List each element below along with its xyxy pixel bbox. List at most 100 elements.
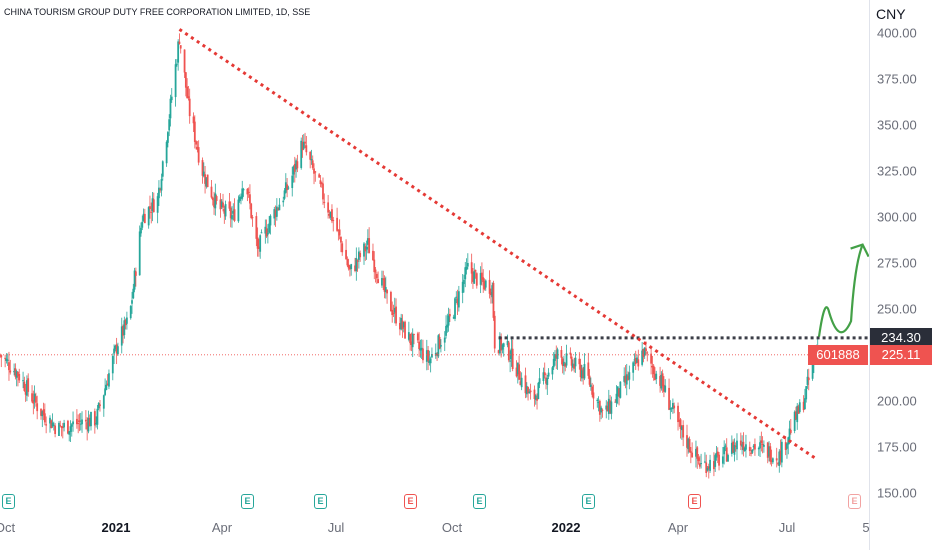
earnings-marker-icon[interactable]: E xyxy=(314,494,327,509)
candle-body xyxy=(555,354,558,359)
earnings-marker-icon[interactable]: E xyxy=(404,494,417,509)
candle-body xyxy=(516,362,519,375)
currency-label[interactable]: CNY xyxy=(876,6,906,22)
candle-body xyxy=(13,370,15,373)
candlestick-series xyxy=(0,33,819,479)
candle-body xyxy=(202,171,205,177)
price-tick-label: 200.00 xyxy=(877,393,917,409)
earnings-marker-icon[interactable]: E xyxy=(688,494,701,509)
candle-body xyxy=(447,315,450,326)
candle-body xyxy=(150,211,153,213)
candle-body xyxy=(268,223,271,233)
candle-body xyxy=(457,291,460,308)
candle-body xyxy=(718,454,720,466)
candle-body xyxy=(805,386,808,400)
candle-body xyxy=(443,337,446,343)
candle-body xyxy=(760,440,763,443)
earnings-marker-icon[interactable]: E xyxy=(2,494,15,509)
candle-body xyxy=(391,309,394,316)
candle-body xyxy=(569,352,572,355)
candle-body xyxy=(591,386,594,395)
candle-body xyxy=(618,388,620,397)
candle-body xyxy=(368,238,371,254)
candle-body xyxy=(196,146,199,150)
candle-body xyxy=(515,367,518,377)
candle-body xyxy=(120,326,123,346)
candle-body xyxy=(739,440,742,446)
candle-body xyxy=(633,359,636,361)
candle-body xyxy=(134,271,137,276)
candle-body xyxy=(97,403,100,409)
symbol-tag: 601888 xyxy=(808,344,868,365)
candle-body xyxy=(242,188,245,191)
candle-body xyxy=(806,376,809,385)
candle-body xyxy=(438,336,441,349)
candle-body xyxy=(31,393,33,402)
candle-body xyxy=(78,420,81,422)
candle-body xyxy=(5,358,8,361)
candle-body xyxy=(313,168,315,174)
candle-body xyxy=(759,442,761,449)
price-tick-label: 325.00 xyxy=(877,163,917,179)
candle-body xyxy=(246,188,249,195)
candle-body xyxy=(328,213,331,216)
candle-body xyxy=(606,405,609,412)
candle-body xyxy=(556,349,559,359)
candle-body xyxy=(454,298,456,319)
candle-body xyxy=(778,451,781,466)
candle-body xyxy=(99,404,101,407)
candle-body xyxy=(363,243,365,257)
candle-body xyxy=(437,335,440,357)
candle-body xyxy=(204,174,206,184)
candle-body xyxy=(587,362,590,376)
candle-body xyxy=(113,348,115,354)
earnings-marker-icon[interactable]: E xyxy=(848,494,861,509)
candle-body xyxy=(769,446,772,462)
candle-body xyxy=(159,189,162,191)
candle-body xyxy=(775,458,778,461)
candle-body xyxy=(511,348,514,370)
candle-body xyxy=(4,357,7,359)
candle-body xyxy=(464,267,467,280)
candle-body xyxy=(125,317,128,324)
candle-body xyxy=(766,442,769,458)
candle-body xyxy=(374,269,377,273)
candle-body xyxy=(161,161,164,177)
candle-body xyxy=(709,459,711,471)
candle-body xyxy=(222,202,224,208)
candle-body xyxy=(404,321,406,339)
candle-body xyxy=(661,373,664,387)
candle-body xyxy=(102,395,105,409)
earnings-marker-icon[interactable]: E xyxy=(241,494,254,509)
candle-body xyxy=(465,266,468,270)
candle-body xyxy=(264,226,267,234)
time-tick-label: 2021 xyxy=(101,520,131,535)
candle-body xyxy=(777,463,779,465)
candle-body xyxy=(282,200,285,203)
candle-body xyxy=(474,269,477,272)
candle-body xyxy=(659,376,661,386)
time-tick-label: Oct xyxy=(0,520,16,535)
candle-body xyxy=(440,344,442,347)
candle-body xyxy=(572,363,574,368)
candle-body xyxy=(165,141,168,164)
candle-body xyxy=(296,161,299,169)
candle-body xyxy=(636,357,638,363)
candle-body xyxy=(786,443,788,449)
price-tick-label: 150.00 xyxy=(877,485,917,501)
candle-body xyxy=(750,452,752,454)
candle-body xyxy=(671,403,674,410)
earnings-marker-icon[interactable]: E xyxy=(582,494,595,509)
candle-body xyxy=(489,291,492,296)
candle-body xyxy=(205,177,208,187)
candle-body xyxy=(416,333,419,341)
candle-body xyxy=(691,452,694,458)
candle-body xyxy=(762,444,765,447)
candle-body xyxy=(345,249,347,260)
candle-body xyxy=(643,347,646,356)
candle-body xyxy=(725,447,728,462)
candle-body xyxy=(192,116,195,124)
candle-body xyxy=(305,145,308,153)
earnings-marker-icon[interactable]: E xyxy=(473,494,486,509)
